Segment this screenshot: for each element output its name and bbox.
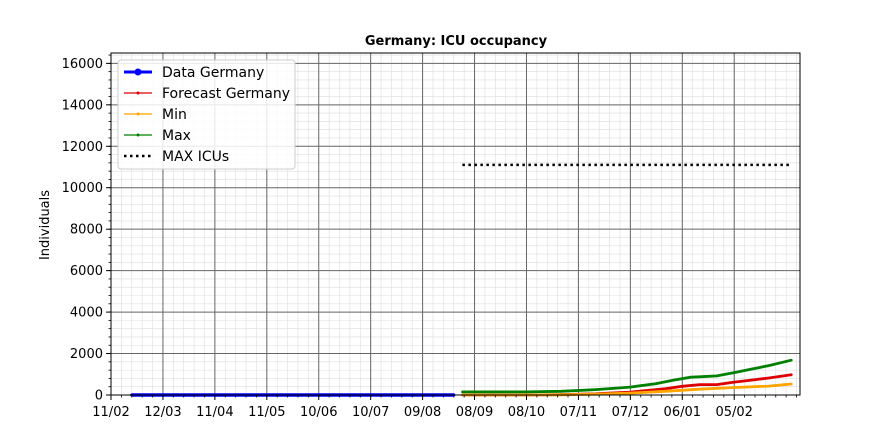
- series-point-forecast-germany: [698, 383, 701, 386]
- series-point-max: [715, 374, 719, 378]
- x-tick-label: 07/12: [612, 405, 649, 420]
- legend-label-min: Min: [162, 107, 187, 123]
- y-tick-label: 0: [95, 389, 103, 404]
- series-point-forecast-germany: [750, 378, 753, 382]
- legend-marker-forecast-germany: [136, 91, 140, 95]
- legend-marker-max: [136, 133, 140, 137]
- plot-frame: [110, 52, 801, 396]
- legend-marker-data-germany: [134, 68, 142, 76]
- y-tick-label: 12000: [62, 140, 103, 155]
- legend-label-max: Max: [162, 128, 191, 144]
- series-point-forecast-germany: [715, 383, 719, 386]
- legend: Data Germany Forecast Germany Min Max MAX IC…: [117, 59, 296, 170]
- series-point-forecast-germany: [732, 380, 736, 384]
- series-point-forecast-germany: [680, 384, 684, 388]
- series-point-max: [698, 375, 701, 379]
- legend-label-max-icus: MAX ICUs: [162, 149, 229, 165]
- x-tick-label: 10/07: [352, 405, 389, 420]
- y-tick-label: 6000: [70, 264, 103, 279]
- series-point-min: [732, 386, 736, 389]
- series-point-forecast-germany: [767, 376, 771, 380]
- series-point-forecast-germany: [790, 373, 793, 376]
- series-point-min: [767, 384, 771, 388]
- series-point-max: [525, 390, 528, 394]
- x-tick-label: 11/02: [92, 405, 129, 420]
- y-tick-label: 16000: [62, 57, 103, 72]
- series-point-max: [629, 385, 632, 389]
- series-point-max: [750, 367, 753, 371]
- y-tick-label: 14000: [62, 98, 103, 113]
- legend-label-forecast-germany: Forecast Germany: [162, 86, 290, 102]
- series-point-min: [629, 391, 632, 395]
- axis-ticks: 11/02 12/03 11/04 11/05 10/06 10/07 09/08 08/09…: [62, 54, 797, 420]
- series-point-max: [732, 371, 736, 374]
- x-tick-label: 08/10: [508, 405, 545, 420]
- x-tick-label: 10/06: [300, 405, 337, 420]
- series-point-min: [790, 382, 793, 386]
- chart-title: Germany: ICU occupancy: [365, 34, 548, 49]
- x-tick-label: 08/09: [456, 405, 493, 420]
- y-tick-label: 10000: [62, 181, 103, 196]
- y-tick-label: 2000: [70, 347, 103, 362]
- x-tick-label: 12/03: [144, 405, 181, 420]
- series-point-max: [461, 390, 464, 394]
- x-tick-label: 07/11: [560, 405, 597, 420]
- y-tick-label: 4000: [70, 306, 103, 321]
- x-tick-label: 06/01: [664, 405, 701, 420]
- series-point-max: [594, 388, 598, 391]
- series-point-min: [663, 389, 667, 393]
- series-point-max: [559, 389, 563, 393]
- series-line-min: [462, 382, 792, 397]
- series-point-max: [689, 375, 693, 379]
- x-tick-label: 09/08: [404, 405, 441, 420]
- series-point-max: [767, 364, 771, 367]
- x-tick-label: 05/02: [715, 405, 752, 420]
- series-point-max: [672, 378, 675, 382]
- legend-label-data-germany: Data Germany: [162, 65, 264, 81]
- series-point-max: [655, 382, 658, 385]
- legend-box: [117, 59, 296, 170]
- y-axis-label: Individuals: [38, 190, 53, 260]
- x-tick-label: 11/05: [248, 405, 285, 420]
- series-point-max: [490, 390, 494, 394]
- x-tick-label: 11/04: [196, 405, 233, 420]
- legend-marker-min: [136, 112, 140, 116]
- series-point-min: [698, 387, 701, 391]
- series-point-forecast-germany: [663, 387, 667, 391]
- series-point-max: [790, 358, 793, 362]
- y-tick-label: 8000: [70, 223, 103, 238]
